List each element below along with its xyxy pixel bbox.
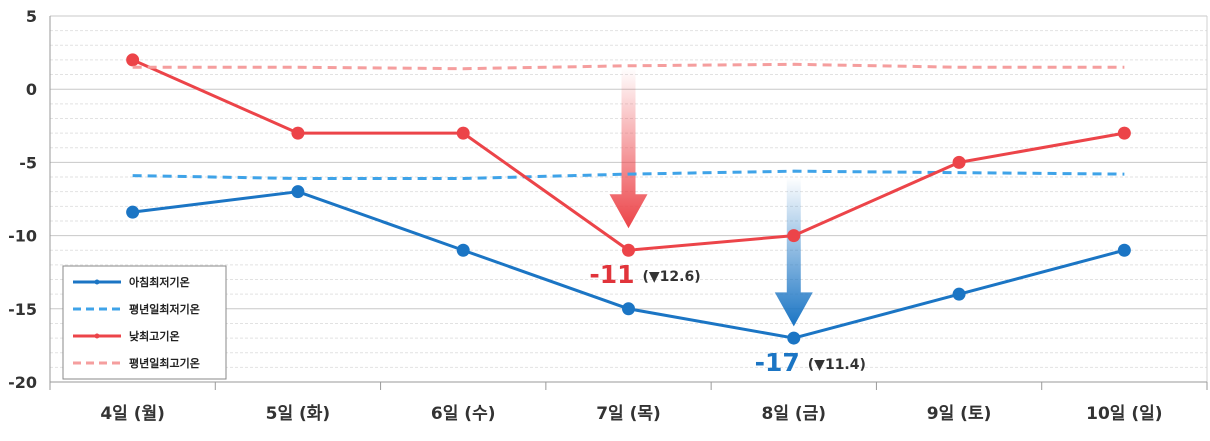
x-tick-label: 9일 (토) xyxy=(927,404,992,424)
drop-arrow xyxy=(774,177,813,327)
data-point xyxy=(622,302,635,316)
data-point xyxy=(456,126,470,140)
x-tick-label: 8일 (금) xyxy=(761,404,826,424)
data-point xyxy=(291,185,305,199)
drop-arrow xyxy=(609,67,648,229)
data-point xyxy=(787,229,801,243)
data-point xyxy=(952,155,966,169)
y-tick-label: -10 xyxy=(8,227,37,246)
annotation-value: -17 xyxy=(755,348,800,377)
x-tick-label: 10일 (일) xyxy=(1086,404,1162,424)
annotation-value: -11 xyxy=(589,260,634,289)
axes: 5 0 -5 -10 -15 -20 4일 (월) 5일 (화) 6일 (수) 7일 (목) 8일 … xyxy=(8,7,1208,424)
annotation-arrows xyxy=(609,67,813,327)
legend-label: 평년일최저기온 xyxy=(129,302,200,316)
data-point xyxy=(126,205,140,219)
data-point xyxy=(1117,243,1131,257)
annotation-delta: (▼11.4) xyxy=(808,357,866,373)
series-line xyxy=(132,169,1125,181)
data-point xyxy=(952,287,966,301)
data-point xyxy=(1117,126,1131,140)
x-tick-label: 5일 (화) xyxy=(266,404,331,424)
data-point xyxy=(291,126,305,140)
series-line xyxy=(132,62,1125,71)
x-tick-label: 4일 (월) xyxy=(100,404,165,424)
series-lines xyxy=(126,53,1131,345)
annotation-delta: (▼12.6) xyxy=(643,269,701,285)
legend-label: 낮최고기온 xyxy=(129,329,180,343)
y-tick-label: -15 xyxy=(8,300,37,319)
legend-marker xyxy=(94,333,100,339)
data-point xyxy=(622,243,635,257)
y-tick-label: 0 xyxy=(26,80,37,99)
legend-label: 평년일최고기온 xyxy=(129,356,200,370)
x-tick-label: 6일 (수) xyxy=(431,404,496,424)
data-point xyxy=(126,53,140,67)
data-point xyxy=(456,243,470,257)
x-tick-label: 7일 (목) xyxy=(596,404,661,424)
annotation-labels: -11 (▼12.6) -17 (▼11.4) xyxy=(589,260,866,377)
data-point xyxy=(787,331,801,345)
y-tick-label: 5 xyxy=(26,7,37,26)
legend-box xyxy=(62,265,227,380)
y-tick-label: -5 xyxy=(19,153,37,172)
legend-marker xyxy=(94,279,100,285)
y-tick-label: -20 xyxy=(8,373,37,392)
legend-label: 아침최저기온 xyxy=(129,275,190,289)
gridlines xyxy=(50,15,1208,383)
